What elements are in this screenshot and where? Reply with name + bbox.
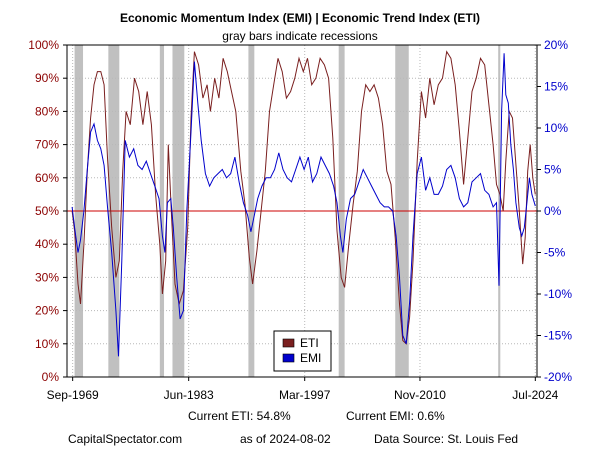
left-tick-label-7: 70%	[35, 138, 59, 152]
legend: ETI EMI	[273, 330, 332, 372]
x-tick-label-4: Jul-2024	[512, 388, 558, 402]
left-tick-label-0: 0%	[42, 370, 60, 384]
right-tick-label-5: 5%	[544, 163, 562, 177]
right-tick-label-8: 20%	[544, 38, 568, 52]
source-site-label: CapitalSpectator.com	[68, 432, 182, 446]
current-eti-readout: Current ETI: 54.8%	[188, 409, 291, 423]
legend-swatch-emi	[282, 353, 295, 363]
left-tick-label-4: 40%	[35, 237, 59, 251]
left-tick-label-1: 10%	[35, 337, 59, 351]
eti-series-line	[71, 50, 536, 345]
legend-label-eti: ETI	[300, 336, 319, 350]
x-tick-label-1: Jun-1983	[164, 388, 214, 402]
x-axis-ticks: Sep-1969 Jun-1983 Mar-1997 Nov-2010 Jul-2024	[47, 377, 559, 402]
left-tick-label-10: 100%	[28, 38, 59, 52]
right-tick-label-4: 0%	[544, 204, 562, 218]
left-tick-label-2: 20%	[35, 304, 59, 318]
chart-subtitle: gray bars indicate recessions	[222, 29, 377, 43]
left-tick-label-9: 90%	[35, 71, 59, 85]
right-tick-label-3: -5%	[544, 246, 566, 260]
right-tick-label-1: -15%	[544, 329, 572, 343]
right-tick-label-0: -20%	[544, 370, 572, 384]
legend-label-emi: EMI	[300, 351, 321, 365]
current-emi-readout: Current EMI: 0.6%	[346, 409, 445, 423]
left-tick-label-6: 60%	[35, 171, 59, 185]
x-tick-label-3: Nov-2010	[394, 388, 446, 402]
right-tick-label-2: -10%	[544, 287, 572, 301]
x-tick-label-2: Mar-1997	[279, 388, 331, 402]
right-axis-ticks: -20% -15% -10% -5% 0% 5% 10% 15% 20%	[537, 38, 572, 384]
right-tick-label-7: 15%	[544, 80, 568, 94]
legend-box	[273, 330, 332, 372]
right-tick-label-6: 10%	[544, 121, 568, 135]
legend-swatch-eti	[282, 338, 295, 348]
left-axis-ticks: 0% 10% 20% 30% 40% 50% 60% 70% 80% 90% 100%	[28, 38, 67, 384]
left-tick-label-3: 30%	[35, 270, 59, 284]
chart-title: Economic Momentum Index (EMI) | Economic…	[120, 11, 480, 25]
x-tick-label-0: Sep-1969	[47, 388, 99, 402]
emi-series-line	[71, 53, 536, 357]
left-tick-label-5: 50%	[35, 204, 59, 218]
data-source-label: Data Source: St. Louis Fed	[374, 432, 518, 446]
left-tick-label-8: 80%	[35, 104, 59, 118]
as-of-date-label: as of 2024-08-02	[240, 432, 331, 446]
